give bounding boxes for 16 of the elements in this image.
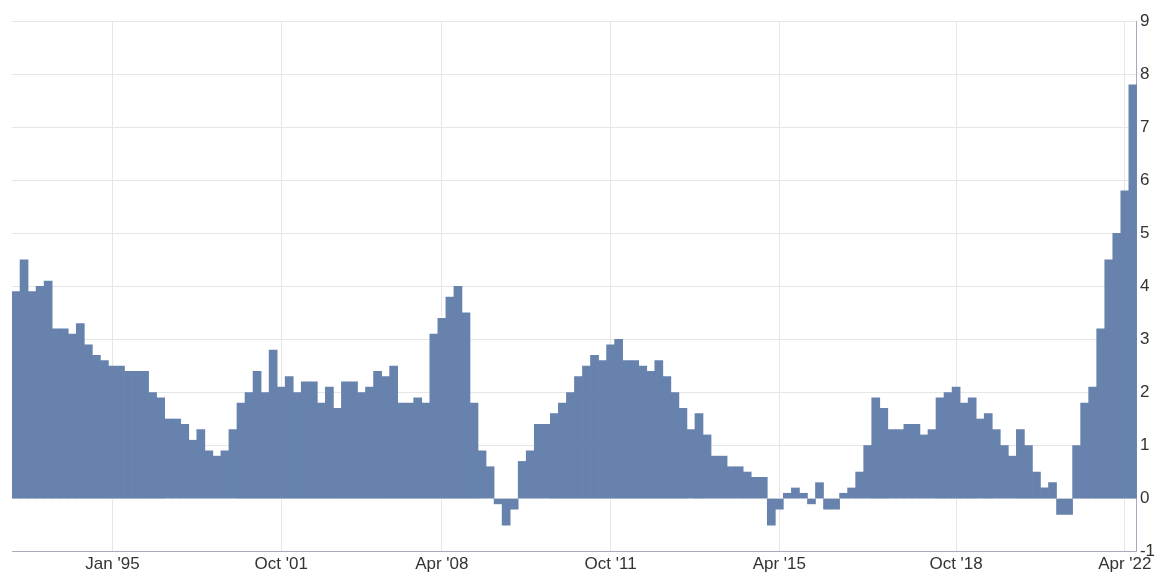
y-tick-label: 5 [1139, 223, 1150, 243]
y-tick-label: 4 [1139, 276, 1150, 296]
y-tick-label: 3 [1139, 329, 1150, 349]
y-tick-label: 0 [1139, 488, 1150, 508]
x-tick-label: Oct '01 [254, 554, 308, 574]
y-tick-label: 1 [1139, 435, 1150, 455]
x-tick-label: Oct '18 [929, 554, 983, 574]
x-tick-label: Apr '08 [415, 554, 469, 574]
x-tick-label: Jan '95 [85, 554, 140, 574]
y-tick-label: 6 [1139, 170, 1150, 190]
x-tick-label: Oct '11 [584, 554, 637, 574]
y-tick-label: 8 [1139, 63, 1150, 83]
y-tick-label: 2 [1139, 382, 1150, 402]
y-tick-label: 7 [1139, 116, 1150, 136]
x-tick-label: Apr '15 [752, 554, 806, 574]
y-tick-label: 9 [1139, 10, 1150, 30]
